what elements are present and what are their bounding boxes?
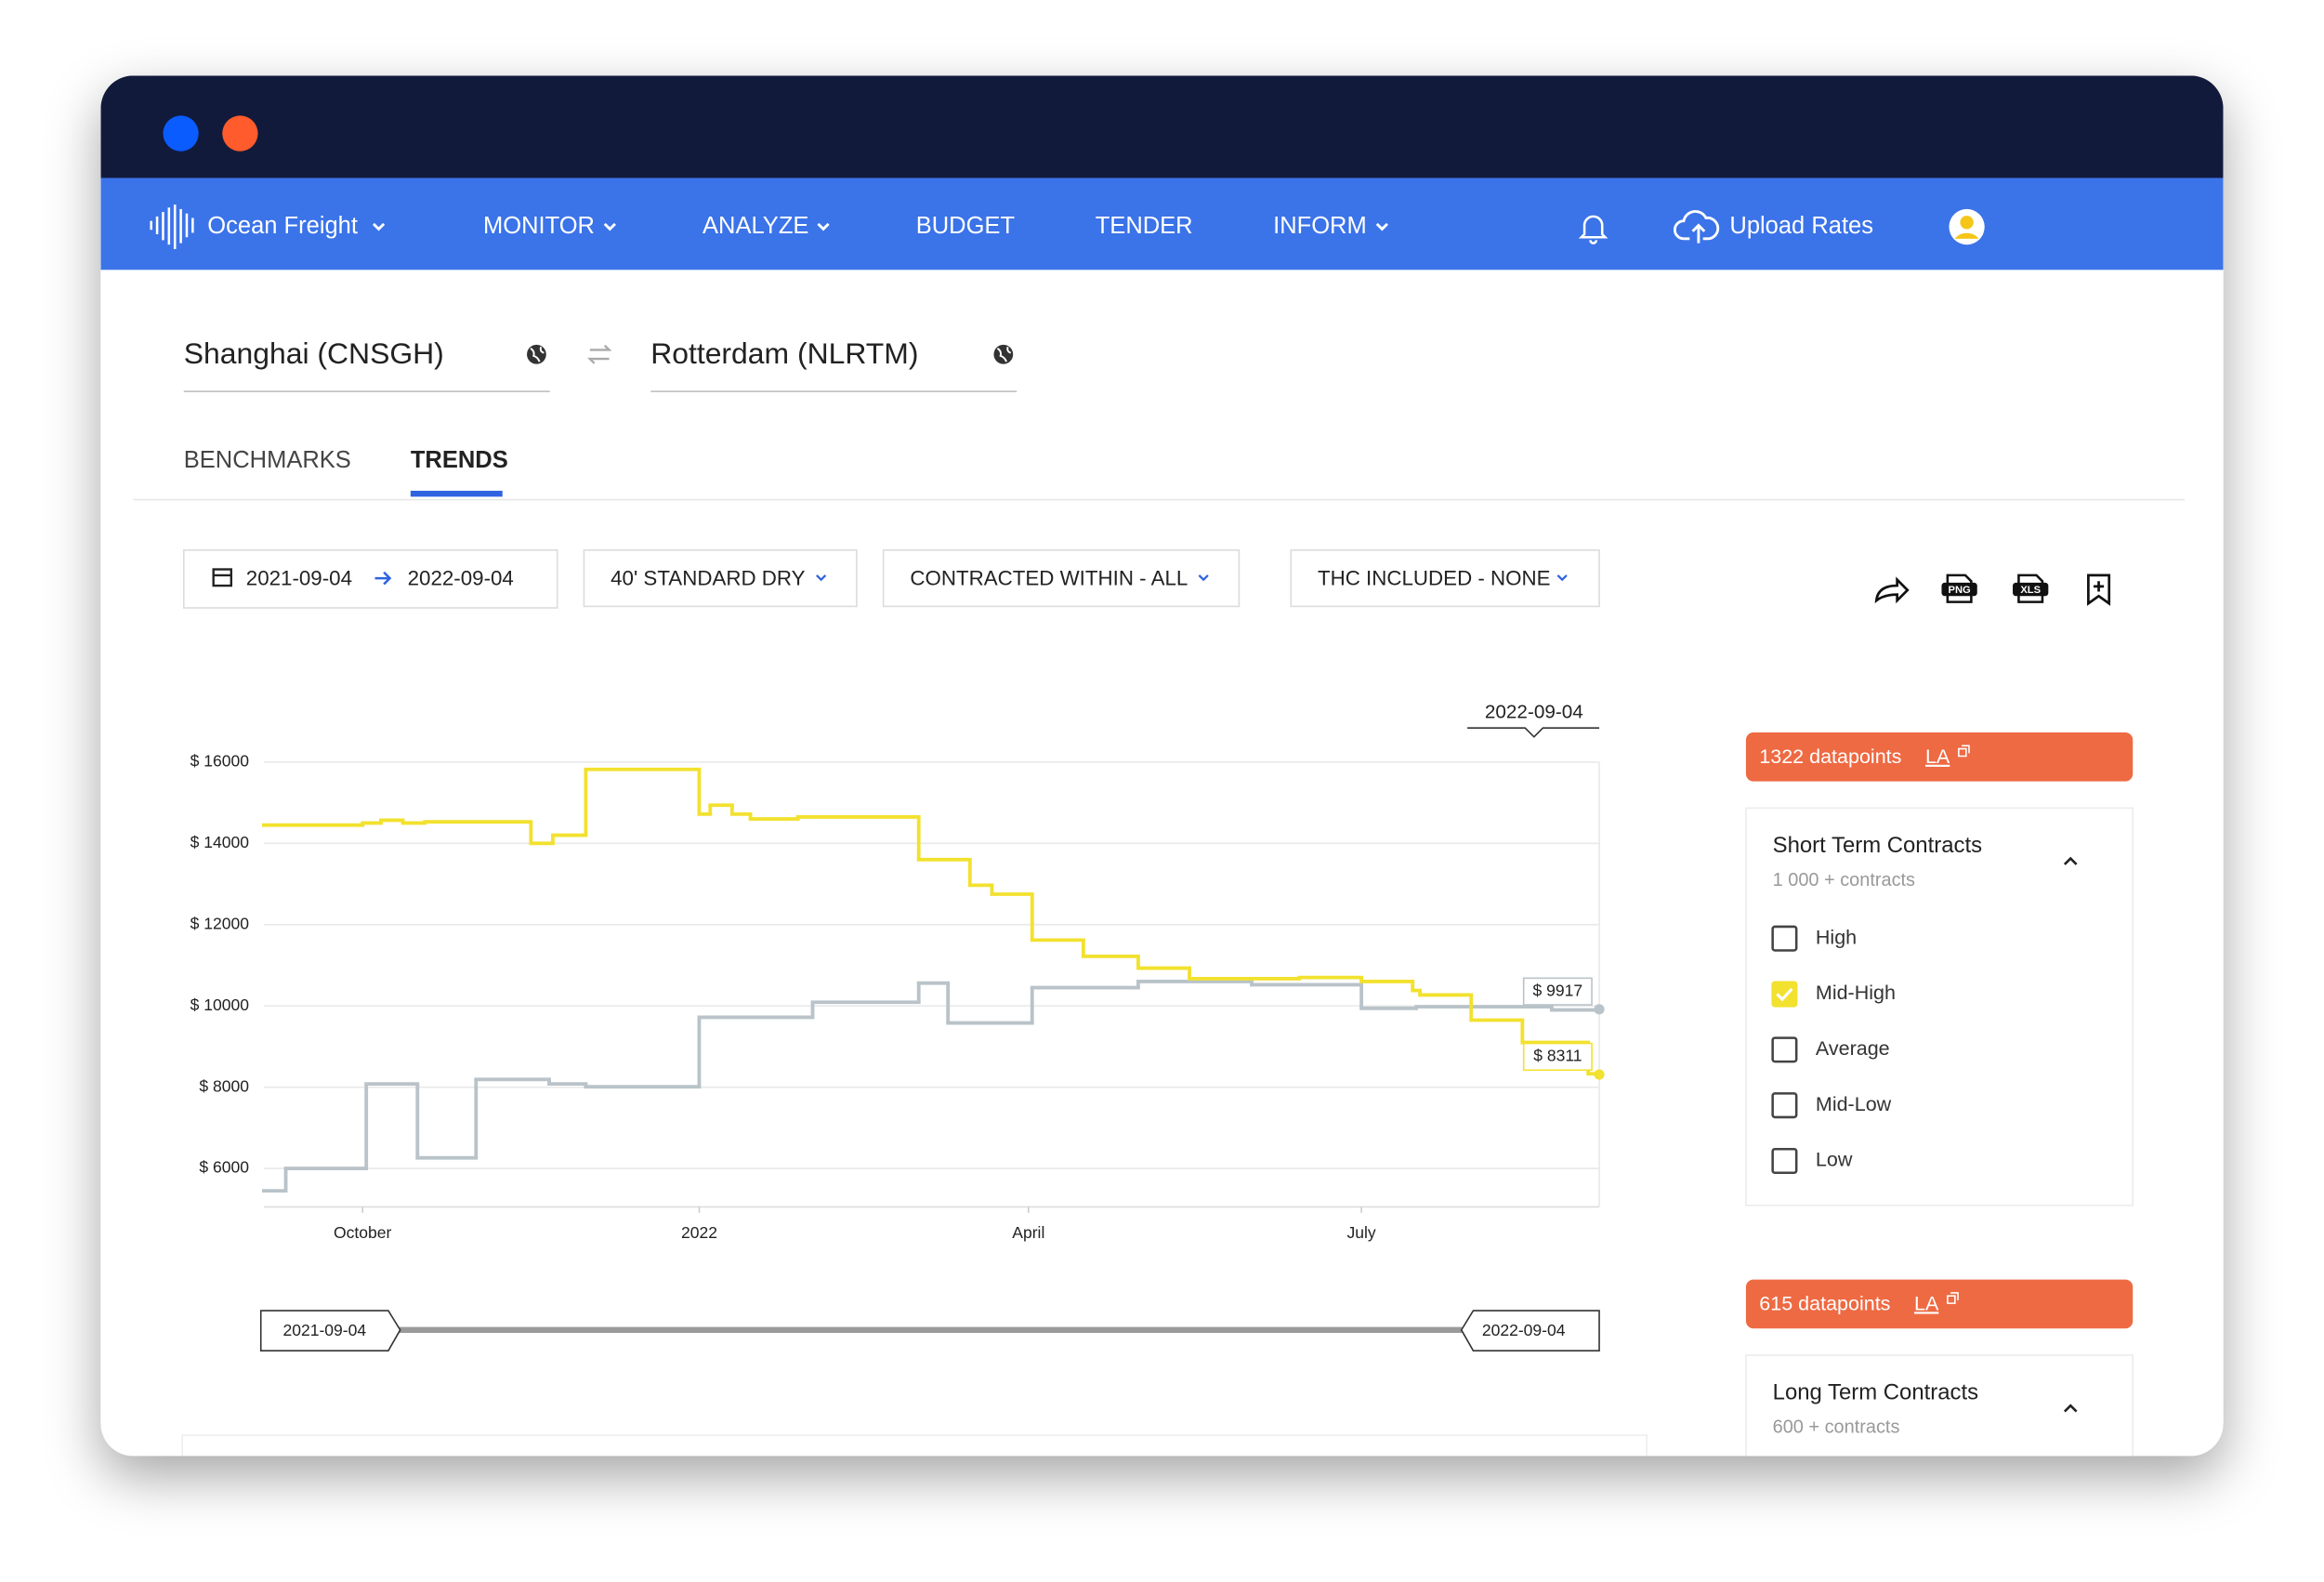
nav-item[interactable]: MONITOR xyxy=(483,213,595,239)
option-label: Mid-Low xyxy=(1816,1093,1892,1115)
date-filter[interactable] xyxy=(182,548,558,609)
date-to: 2022-09-04 xyxy=(408,567,514,590)
bell-icon[interactable] xyxy=(1578,215,1608,244)
origin-port[interactable]: Shanghai (CNSGH) xyxy=(184,336,444,370)
collapse-chevron[interactable] xyxy=(2063,856,2078,865)
datapoints-banner xyxy=(1745,1279,2134,1329)
window xyxy=(100,75,2224,1457)
end-marker xyxy=(1594,1004,1605,1015)
end-marker xyxy=(1594,1069,1605,1080)
share-icon[interactable] xyxy=(1874,576,1910,604)
value-label-box xyxy=(1522,1042,1593,1072)
xls-label: XLS xyxy=(2020,585,2041,596)
window-content: Ocean Freight MONITOR ANALYZE BUDGET TEN… xyxy=(100,75,2224,1457)
external-link-icon xyxy=(1958,745,1970,758)
option-label: Low xyxy=(1816,1149,1853,1171)
nav-product[interactable]: Ocean Freight xyxy=(207,213,358,239)
tooltip-pointer xyxy=(1467,727,1600,738)
nav-item[interactable]: ANALYZE xyxy=(702,213,808,239)
y-tick-label: $ 6000 xyxy=(199,1158,249,1177)
range-handle[interactable] xyxy=(259,1310,401,1351)
calendar-icon xyxy=(212,568,233,587)
xls-export[interactable]: XLS xyxy=(2013,573,2049,603)
range-handle[interactable] xyxy=(1460,1310,1600,1351)
x-tick-label: April xyxy=(1012,1223,1044,1242)
x-tick-label: July xyxy=(1347,1223,1376,1242)
nav-item[interactable]: INFORM xyxy=(1273,213,1367,239)
y-tick-label: $ 12000 xyxy=(190,914,250,932)
option-label: Mid-High xyxy=(1816,982,1896,1004)
checkbox[interactable] xyxy=(1771,1147,1798,1175)
tab-indicator xyxy=(410,490,503,497)
contracted-filter[interactable] xyxy=(882,548,1241,608)
y-tick-label: $ 16000 xyxy=(190,752,250,771)
logo xyxy=(150,204,194,249)
date-from: 2021-09-04 xyxy=(246,567,352,590)
arrow-icon xyxy=(374,571,392,586)
checkbox[interactable] xyxy=(1771,1092,1798,1119)
container-filter[interactable] xyxy=(583,548,858,608)
window-dot[interactable] xyxy=(163,115,199,152)
datapoints-link[interactable]: LA xyxy=(1925,745,1950,768)
panel-title: Long Term Contracts xyxy=(1773,1380,1978,1405)
nav-bar xyxy=(100,178,2224,270)
datapoints-link[interactable]: LA xyxy=(1914,1292,1939,1314)
y-tick-label: $ 8000 xyxy=(199,1076,249,1095)
destination-port[interactable]: Rotterdam (NLRTM) xyxy=(650,336,918,370)
window-dot[interactable] xyxy=(222,115,258,152)
x-tick-label: October xyxy=(334,1223,392,1242)
nav-item[interactable]: TENDER xyxy=(1096,213,1193,239)
checkbox[interactable] xyxy=(1771,981,1798,1008)
upload-icon[interactable] xyxy=(1673,209,1720,244)
tab[interactable]: BENCHMARKS xyxy=(184,447,351,473)
thc-filter[interactable] xyxy=(1290,548,1600,608)
datapoints-banner xyxy=(1745,732,2134,782)
contracts-panel xyxy=(1745,807,2134,1206)
png-export[interactable]: PNG xyxy=(1941,573,1977,603)
avatar-head xyxy=(1960,216,1974,230)
y-tick-label: $ 10000 xyxy=(190,995,250,1014)
avatar-body xyxy=(1954,232,1979,239)
checkbox[interactable] xyxy=(1771,1036,1798,1063)
panel-subtitle: 1 000 + contracts xyxy=(1773,870,1915,890)
value-label-box xyxy=(1522,977,1593,1006)
panel-title: Short Term Contracts xyxy=(1773,833,1982,858)
card xyxy=(181,1434,1648,1457)
filter-chevrons xyxy=(816,574,1568,582)
tab-active[interactable]: TRENDS xyxy=(411,447,508,473)
contracted-label: CONTRACTED WITHIN - ALL xyxy=(910,567,1188,590)
y-tick-label: $ 14000 xyxy=(190,833,250,851)
external-link-icon xyxy=(1947,1292,1959,1304)
nav-item[interactable]: BUDGET xyxy=(916,213,1015,239)
option-label: High xyxy=(1816,926,1857,948)
option-label: Average xyxy=(1816,1037,1890,1060)
chart: $ 6000 $ 8000 $ 10000 $ 12000 $ 14000 $ 16000… xyxy=(190,702,1605,1351)
swap-icon[interactable] xyxy=(586,344,612,364)
value-label: $ 9917 xyxy=(1533,981,1583,999)
checkmark xyxy=(1776,987,1793,1002)
nav-chevrons xyxy=(372,222,1388,231)
container-label: 40' STANDARD DRY xyxy=(611,567,806,590)
value-label: $ 8311 xyxy=(1533,1047,1582,1065)
range-start: 2021-09-04 xyxy=(282,1321,366,1339)
side-panels: 1322 datapoints LA Short Term Contracts 1 0… xyxy=(1745,732,2134,1457)
tooltip-date: 2022-09-04 xyxy=(1485,702,1583,723)
panel-subtitle: 600 + contracts xyxy=(1773,1417,1900,1437)
datapoints-count: 1322 datapoints xyxy=(1759,745,1901,768)
globe-icon[interactable] xyxy=(993,344,1014,364)
collapse-chevron[interactable] xyxy=(2063,1404,2078,1413)
checkbox[interactable] xyxy=(1771,925,1798,952)
bookmark-icon[interactable] xyxy=(2087,573,2111,606)
range-end: 2022-09-04 xyxy=(1482,1321,1566,1339)
datapoints-count: 615 datapoints xyxy=(1759,1292,1890,1314)
thc-label: THC INCLUDED - NONE xyxy=(1318,567,1551,590)
png-label: PNG xyxy=(1949,585,1971,596)
contracts-panel xyxy=(1745,1354,2134,1457)
globe-icon[interactable] xyxy=(527,344,546,364)
upload-rates[interactable]: Upload Rates xyxy=(1729,213,1873,239)
title-bar xyxy=(100,75,2224,180)
x-tick-label: 2022 xyxy=(681,1223,717,1242)
